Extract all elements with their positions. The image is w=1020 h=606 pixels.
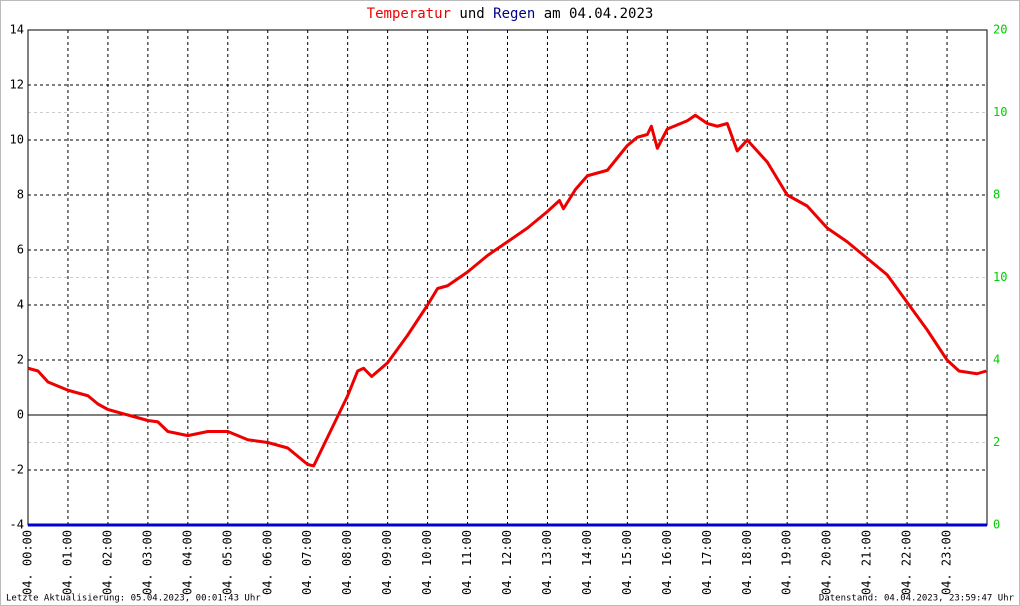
x-tick-label: 04. 05:00: [220, 530, 234, 595]
y2-tick-label: 2: [993, 435, 1000, 449]
x-tick-label: 04. 03:00: [140, 530, 154, 595]
x-tick-label: 04. 22:00: [900, 530, 914, 595]
x-tick-label: 04. 08:00: [340, 530, 354, 595]
y-tick-label: -2: [10, 463, 24, 477]
x-tick-label: 04. 01:00: [60, 530, 74, 595]
x-tick-label: 04. 12:00: [500, 530, 514, 595]
x-tick-label: 04. 18:00: [740, 530, 754, 595]
title-part: am 04.04.2023: [544, 6, 654, 22]
title-part: Regen: [493, 6, 535, 22]
y-tick-label: 6: [17, 243, 24, 257]
y-tick-label: 14: [10, 23, 24, 37]
footer-right: Datenstand: 04.04.2023, 23:59:47 Uhr: [819, 594, 1015, 604]
title-part: und: [459, 6, 484, 22]
y2-tick-label: 20: [993, 23, 1007, 37]
y-tick-label: 4: [17, 298, 24, 312]
x-tick-label: 04. 23:00: [940, 530, 954, 595]
y-tick-label: 0: [17, 408, 24, 422]
y2-tick-label: 8: [993, 188, 1000, 202]
chart-title: Temperatur und Regen am 04.04.2023: [367, 6, 654, 22]
x-tick-label: 04. 06:00: [260, 530, 274, 595]
x-tick-label: 04. 21:00: [860, 530, 874, 595]
title-part: Temperatur: [367, 6, 451, 22]
y-tick-label: 2: [17, 353, 24, 367]
footer-left: Letzte Aktualisierung: 05.04.2023, 00:01…: [6, 594, 261, 604]
y2-tick-label: 4: [993, 353, 1000, 367]
x-tick-label: 04. 10:00: [420, 530, 434, 595]
y2-tick-label: 10: [993, 105, 1007, 119]
y-tick-label: -4: [10, 518, 24, 532]
y2-tick-label: 0: [993, 518, 1000, 532]
x-tick-label: 04. 16:00: [660, 530, 674, 595]
x-tick-label: 04. 15:00: [620, 530, 634, 595]
x-tick-label: 04. 20:00: [820, 530, 834, 595]
y-tick-label: 8: [17, 188, 24, 202]
x-tick-label: 04. 00:00: [21, 530, 35, 595]
y-tick-label: 12: [10, 78, 24, 92]
y2-tick-label: 10: [993, 270, 1007, 284]
x-tick-label: 04. 14:00: [580, 530, 594, 595]
x-tick-label: 04. 04:00: [180, 530, 194, 595]
x-tick-label: 04. 11:00: [460, 530, 474, 595]
x-tick-label: 04. 02:00: [100, 530, 114, 595]
x-tick-label: 04. 13:00: [540, 530, 554, 595]
y-tick-label: 10: [10, 133, 24, 147]
x-tick-label: 04. 19:00: [780, 530, 794, 595]
x-tick-label: 04. 17:00: [700, 530, 714, 595]
x-tick-label: 04. 07:00: [300, 530, 314, 595]
series-line: [27, 113, 987, 468]
x-tick-label: 04. 09:00: [380, 530, 394, 595]
